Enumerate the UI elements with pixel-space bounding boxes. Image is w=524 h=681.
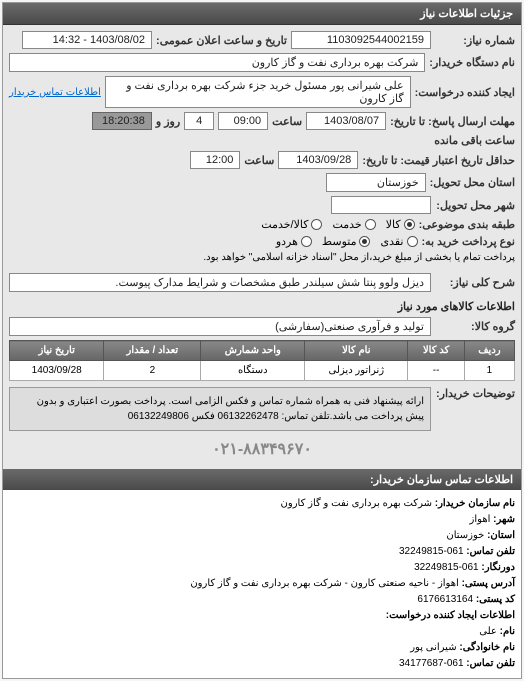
announce-label: تاریخ و ساعت اعلان عمومی:	[156, 34, 287, 47]
need-number-label: شماره نیاز:	[435, 34, 515, 47]
payment-label: نوع پرداخت خرید به:	[422, 235, 516, 248]
contact-fax: 061-32249815	[414, 562, 479, 573]
category-label: طبقه بندی موضوعی:	[419, 218, 515, 231]
state-label: استان محل تحویل:	[430, 176, 515, 189]
contact-phone-label: تلفن تماس:	[466, 546, 515, 557]
remaining-time: 18:20:38	[92, 112, 152, 130]
days-label: روز و	[156, 115, 180, 128]
cell-unit: دستگاه	[201, 361, 305, 381]
buyer-device-label: نام دستگاه خریدار:	[429, 56, 515, 69]
group-label: گروه کالا:	[435, 320, 515, 333]
creator-info-label: اطلاعات ایجاد کننده درخواست:	[386, 610, 515, 621]
postal-value: اهواز - ناحیه صنعتی کارون - شرکت بهره بر…	[190, 578, 458, 589]
group-value: تولید و فرآوری صنعتی(سفارشی)	[9, 317, 431, 336]
payment-note: پرداخت تمام یا بخشی از مبلغ خرید،از محل …	[203, 252, 515, 263]
name-label: نام:	[500, 626, 515, 637]
creator: علی شیرانی پور مسئول خرید جزء شرکت بهره …	[105, 76, 411, 108]
watermark-phone: ۰۲۱-۸۸۳۴۹۶۷۰	[9, 435, 515, 463]
contact-phone: 061-32249815	[399, 546, 464, 557]
table-row: 1 -- ژنراتور دیزلی دستگاه 2 1403/09/28	[10, 361, 515, 381]
creator-phone-value: 061-34177687	[399, 658, 464, 669]
cell-row: 1	[464, 361, 514, 381]
remaining-label: ساعت باقی مانده	[434, 134, 515, 147]
col-name: نام کالا	[305, 341, 408, 361]
radio-cash[interactable]	[407, 236, 418, 247]
radio-goods[interactable]	[404, 219, 415, 230]
deadline-time: 09:00	[218, 112, 268, 130]
postal-label: آدرس پستی:	[462, 578, 515, 589]
time-label-2: ساعت	[244, 154, 274, 167]
org-value: شرکت بهره برداری نفت و گاز کارون	[281, 498, 432, 509]
col-qty: تعداد / مقدار	[104, 341, 201, 361]
org-label: نام سازمان خریدار:	[435, 498, 515, 509]
days-value: 4	[184, 112, 214, 130]
radio-pay-both-label: هردو	[276, 235, 298, 248]
cell-code: --	[408, 361, 464, 381]
main-desc-label: شرح کلی نیاز:	[435, 276, 515, 289]
main-desc: دیزل ولوو پنتا شش سیلندر طبق مشخصات و شر…	[9, 273, 431, 292]
contact-link[interactable]: اطلاعات تماس خریدار	[9, 87, 101, 98]
need-number: 1103092544002159	[291, 31, 431, 49]
postcode-label: کد پستی:	[476, 594, 515, 605]
contact-city: اهواز	[470, 514, 491, 525]
buyer-notes-label: توضیحات خریدار:	[435, 387, 515, 400]
radio-service-label: خدمت	[332, 218, 361, 231]
name-value: علی	[479, 626, 497, 637]
deadline-label: مهلت ارسال پاسخ: تا تاریخ:	[390, 115, 515, 128]
contact-fax-label: دورنگار:	[481, 562, 515, 573]
radio-pay-both[interactable]	[301, 236, 312, 247]
col-row: ردیف	[464, 341, 514, 361]
contact-section: نام سازمان خریدار: شرکت بهره برداری نفت …	[3, 490, 521, 678]
radio-cash-label: نقدی	[380, 235, 403, 248]
validity-date: 1403/09/28	[278, 151, 358, 169]
radio-both-label: کالا/خدمت	[261, 218, 308, 231]
buyer-notes: ارائه پیشنهاد فنی به همراه شماره تماس و …	[9, 387, 431, 431]
col-code: کد کالا	[408, 341, 464, 361]
col-unit: واحد شمارش	[201, 341, 305, 361]
radio-both[interactable]	[311, 219, 322, 230]
deadline-date: 1403/08/07	[306, 112, 386, 130]
city-label: شهر محل تحویل:	[435, 199, 515, 212]
creator-phone-label: تلفن تماس:	[466, 658, 515, 669]
payment-radios: نقدی متوسط هردو	[276, 235, 418, 248]
city-value	[331, 196, 431, 214]
family-value: شیرانی پور	[410, 642, 456, 653]
goods-section-title: اطلاعات کالاهای مورد نیاز	[9, 300, 515, 313]
validity-label: حداقل تاریخ اعتبار قیمت: تا تاریخ:	[362, 154, 515, 167]
state-value: خوزستان	[326, 173, 426, 192]
panel-title: جزئیات اطلاعات نیاز	[3, 3, 521, 25]
main-panel: جزئیات اطلاعات نیاز شماره نیاز: 11030925…	[2, 2, 522, 679]
cell-name: ژنراتور دیزلی	[305, 361, 408, 381]
radio-service[interactable]	[365, 219, 376, 230]
category-radios: کالا خدمت کالا/خدمت	[261, 218, 414, 231]
contact-state-label: استان:	[487, 530, 515, 541]
goods-table: ردیف کد کالا نام کالا واحد شمارش تعداد /…	[9, 340, 515, 381]
contact-header: اطلاعات تماس سازمان خریدار:	[3, 469, 521, 490]
validity-time: 12:00	[190, 151, 240, 169]
radio-medium-label: متوسط	[322, 235, 357, 248]
contact-city-label: شهر:	[493, 514, 515, 525]
panel-body: شماره نیاز: 1103092544002159 تاریخ و ساع…	[3, 25, 521, 469]
postcode-value: 6176613164	[417, 594, 473, 605]
time-label-1: ساعت	[272, 115, 302, 128]
radio-goods-label: کالا	[386, 218, 401, 231]
cell-qty: 2	[104, 361, 201, 381]
contact-state: خوزستان	[446, 530, 484, 541]
buyer-device: شرکت بهره برداری نفت و گاز کارون	[9, 53, 425, 72]
creator-label: ایجاد کننده درخواست:	[415, 86, 515, 99]
col-date: تاریخ نیاز	[10, 341, 104, 361]
cell-date: 1403/09/28	[10, 361, 104, 381]
announce-datetime: 1403/08/02 - 14:32	[22, 31, 152, 49]
family-label: نام خانوادگی:	[459, 642, 515, 653]
radio-medium[interactable]	[359, 236, 370, 247]
